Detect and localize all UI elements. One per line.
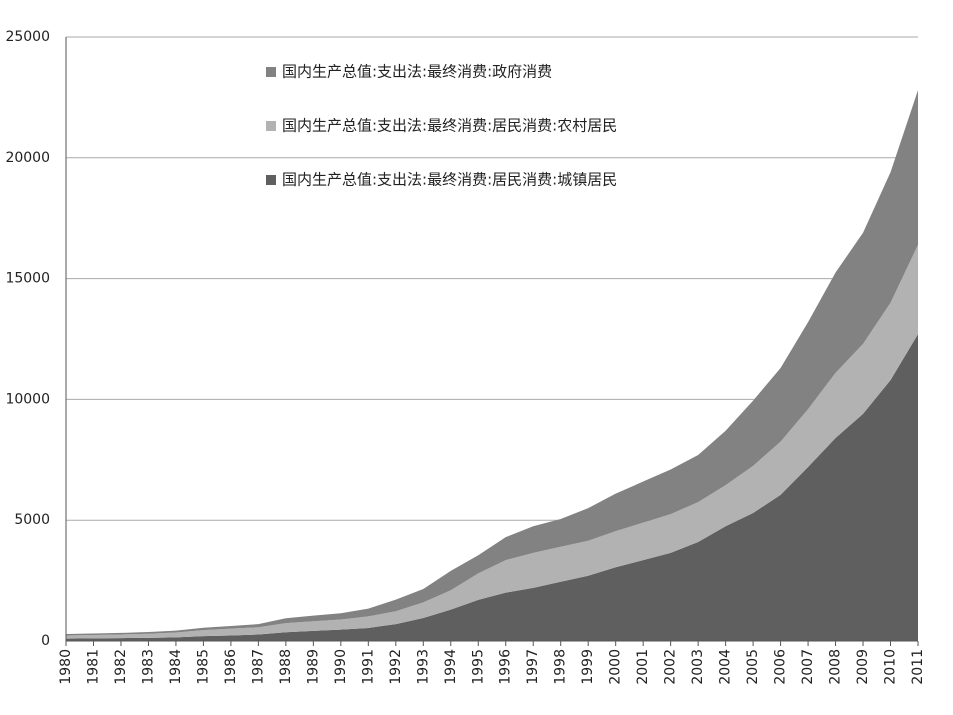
legend-swatch: [266, 121, 276, 131]
x-tick-label: 1981: [85, 649, 101, 685]
x-tick-label: 1994: [443, 649, 459, 685]
x-tick-label: 2003: [690, 649, 706, 685]
y-tick-label: 25000: [5, 29, 50, 45]
x-tick-label: 1999: [580, 649, 596, 685]
x-tick-label: 1998: [553, 649, 569, 685]
y-tick-label: 10000: [5, 391, 50, 407]
x-tick-label: 2009: [855, 649, 871, 685]
x-tick-label: 2002: [663, 649, 679, 685]
x-tick-label: 2005: [745, 649, 761, 685]
x-tick-label: 2011: [910, 649, 926, 685]
x-tick-label: 1983: [140, 649, 156, 685]
x-tick-label: 1997: [525, 649, 541, 685]
x-tick-label: 2007: [800, 649, 816, 685]
x-tick-label: 2004: [718, 649, 734, 685]
x-tick-label: 1982: [113, 649, 129, 685]
x-tick-label: 2010: [883, 649, 899, 685]
x-tick-label: 1992: [388, 649, 404, 685]
y-tick-label: 15000: [5, 271, 50, 287]
x-tick-label: 1985: [195, 649, 211, 685]
x-tick-label: 1996: [498, 649, 514, 685]
x-tick-label: 1991: [360, 649, 376, 685]
legend-label: 国内生产总值:支出法:最终消费:居民消费:城镇居民: [282, 171, 617, 189]
legend-swatch: [266, 175, 276, 185]
x-tick-label: 1986: [223, 649, 239, 685]
y-tick-label: 5000: [14, 512, 50, 528]
x-tick-label: 1993: [415, 649, 431, 685]
x-tick-label: 1989: [305, 649, 321, 685]
legend-label: 国内生产总值:支出法:最终消费:居民消费:农村居民: [282, 117, 617, 135]
x-tick-label: 2008: [828, 649, 844, 685]
x-tick-label: 1980: [58, 649, 74, 685]
x-tick-label: 1988: [278, 649, 294, 685]
x-tick-label: 2006: [773, 649, 789, 685]
y-tick-label: 0: [41, 633, 50, 649]
x-tick-label: 1990: [333, 649, 349, 685]
x-tick-label: 2001: [635, 649, 651, 685]
legend-label: 国内生产总值:支出法:最终消费:政府消费: [282, 63, 552, 81]
x-tick-label: 1987: [250, 649, 266, 685]
y-tick-label: 20000: [5, 150, 50, 166]
x-tick-label: 2000: [608, 649, 624, 685]
area: [66, 334, 918, 641]
legend-swatch: [266, 67, 276, 77]
x-tick-label: 1984: [168, 649, 184, 685]
x-tick-label: 1995: [470, 649, 486, 685]
